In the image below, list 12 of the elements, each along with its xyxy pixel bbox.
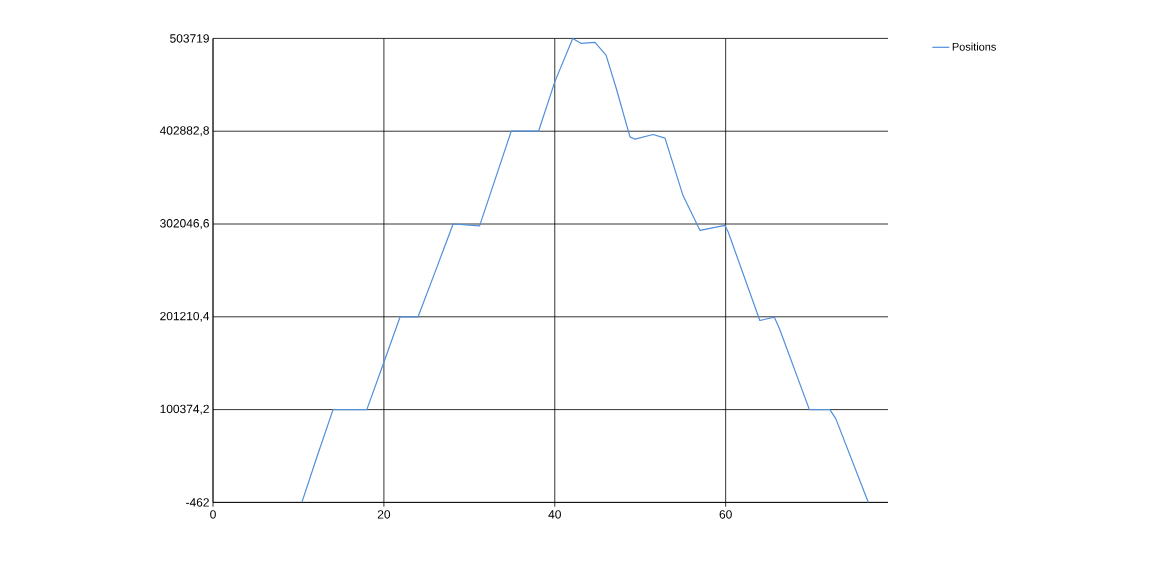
y-tick-label: 201210,4 [160,311,210,322]
x-tick-label: 20 [377,510,391,519]
y-tick-label: -462 [186,498,209,507]
y-tick-label: 302046,6 [160,219,209,229]
legend-label: Positions [952,42,996,51]
y-tick-label: 503719 [170,34,209,43]
x-tick-label: 60 [719,510,732,519]
y-tick-label: 402882,8 [159,126,209,137]
y-tick-label: 100374,2 [160,404,209,415]
line-series [301,37,869,504]
x-tick-label: 0 [210,510,216,519]
x-tick-label: 40 [548,510,561,519]
